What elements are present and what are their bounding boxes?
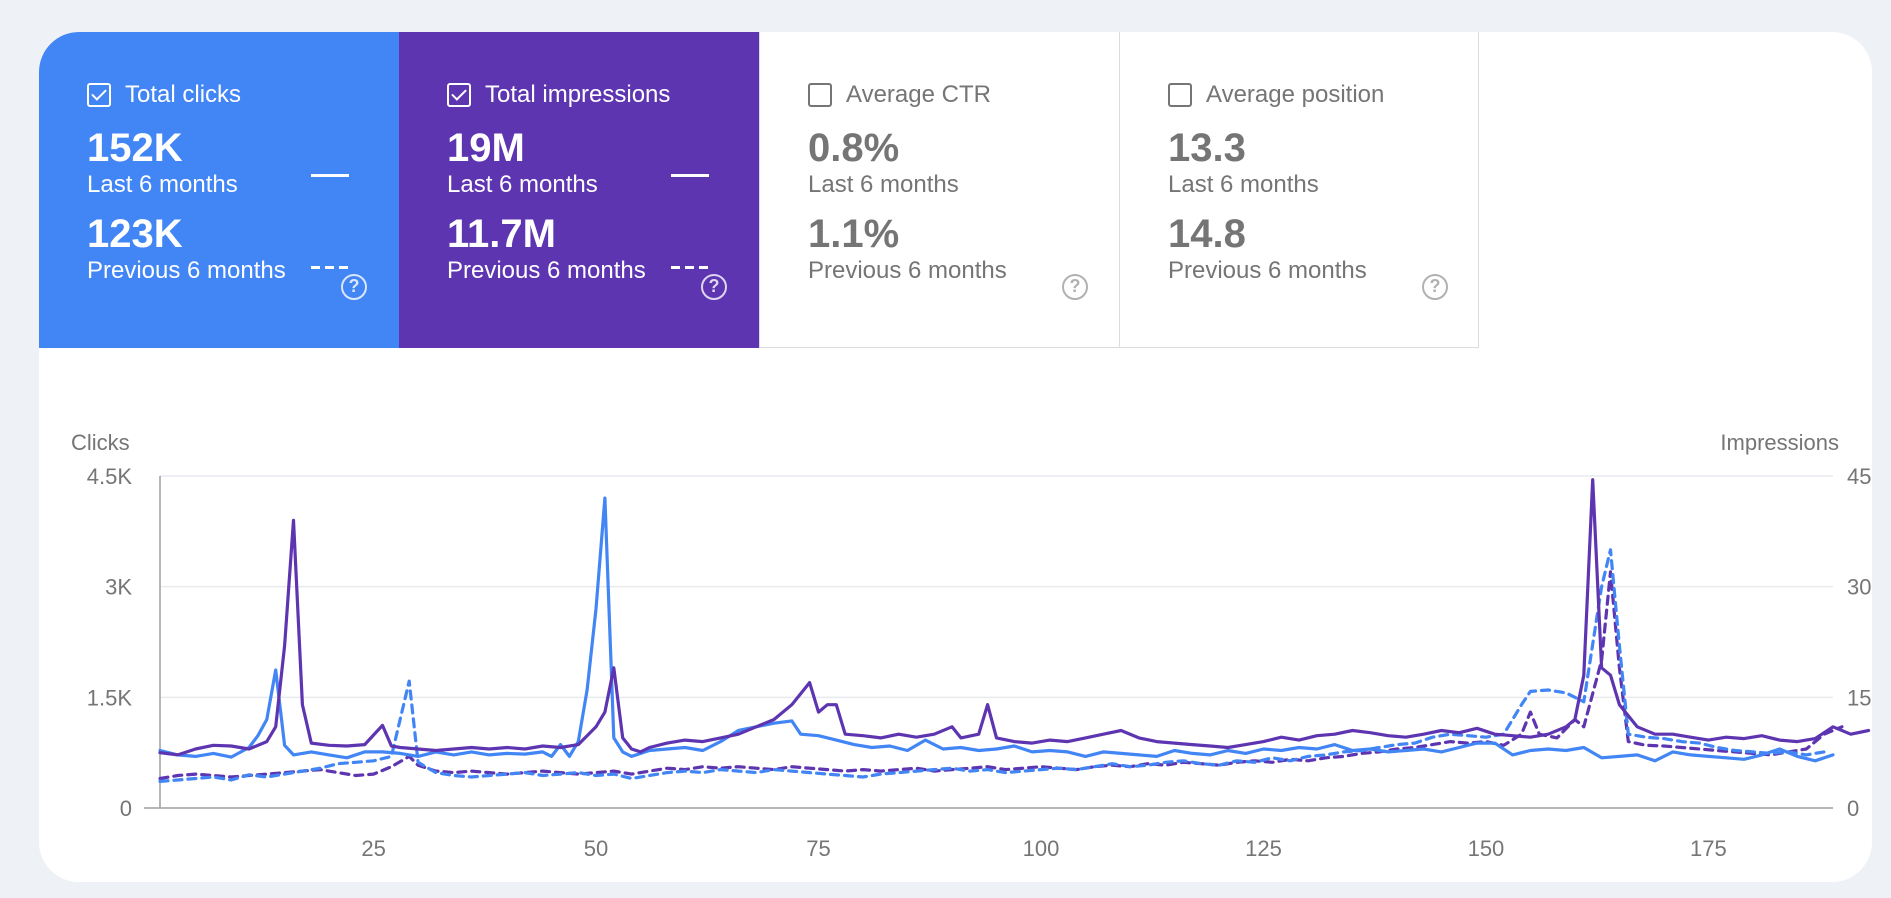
- current-label: Last 6 months: [1168, 171, 1319, 198]
- x-tick-label: 150: [1468, 836, 1505, 861]
- card-title: Average position: [1206, 81, 1385, 108]
- tick-labels: 0 1.5K 3K 4.5K 0 150K 300K 450K 25 50 75 100 125 150 1…: [87, 464, 1872, 861]
- card-header: Total impressions: [447, 80, 759, 110]
- total-clicks-checkbox[interactable]: [87, 83, 111, 107]
- series-line-impressions-previous-6-months: [158, 570, 1844, 781]
- performance-panel: Total clicks 152K Last 6 months 123K Pre…: [39, 32, 1872, 882]
- y-tick-label-left: 4.5K: [87, 464, 133, 489]
- current-label: Last 6 months: [808, 171, 959, 198]
- grid-lines: [160, 475, 1833, 699]
- current-label: Last 6 months: [87, 171, 238, 198]
- previous-value: 123K: [87, 212, 183, 256]
- series-line-clicks-last-6-months: [158, 496, 1835, 763]
- previous-label: Previous 6 months: [447, 257, 646, 284]
- previous-label: Previous 6 months: [87, 257, 286, 284]
- previous-label: Previous 6 months: [808, 257, 1007, 284]
- y-tick-label-left: 0: [120, 796, 132, 821]
- x-tick-label: 25: [361, 836, 385, 861]
- previous-label: Previous 6 months: [1168, 257, 1367, 284]
- card-title: Total clicks: [125, 81, 242, 108]
- y-axis-label-left: Clicks: [71, 430, 130, 455]
- help-icon[interactable]: ?: [1062, 274, 1088, 300]
- dashed-line-legend-icon: [311, 266, 349, 269]
- y-axis-label-right: Impressions: [1720, 430, 1839, 455]
- total-impressions-card[interactable]: Total impressions 19M Last 6 months 11.7…: [399, 32, 759, 348]
- card-header: Total clicks: [87, 80, 399, 110]
- current-value: 152K: [87, 126, 183, 170]
- help-icon[interactable]: ?: [1422, 274, 1448, 300]
- card-header: Average position: [1168, 80, 1478, 110]
- previous-value: 11.7M: [447, 212, 556, 256]
- previous-value: 14.8: [1168, 212, 1246, 256]
- dashed-line-legend-icon: [671, 266, 709, 269]
- card-title: Average CTR: [846, 81, 991, 108]
- x-tick-label: 100: [1023, 836, 1060, 861]
- solid-line-legend-icon: [671, 174, 709, 177]
- performance-chart: Clicks Impressions 0 1.5K 3K 4.5K 0 150K 300K 4…: [71, 430, 1872, 861]
- y-tick-label-right: 0: [1847, 796, 1859, 821]
- average-ctr-card[interactable]: Average CTR 0.8% Last 6 months 1.1% Prev…: [759, 32, 1119, 348]
- help-icon[interactable]: ?: [701, 274, 727, 300]
- average-position-checkbox[interactable]: [1168, 83, 1192, 107]
- y-tick-label-right: 300K: [1847, 575, 1872, 600]
- axes: [144, 476, 1833, 809]
- y-tick-label-left: 3K: [105, 575, 132, 600]
- current-value: 19M: [447, 126, 525, 170]
- current-value: 13.3: [1168, 126, 1246, 170]
- y-tick-label-right: 450K: [1847, 464, 1872, 489]
- total-clicks-card[interactable]: Total clicks 152K Last 6 months 123K Pre…: [39, 32, 399, 348]
- x-tick-label: 125: [1245, 836, 1282, 861]
- previous-value: 1.1%: [808, 212, 900, 256]
- card-title: Total impressions: [485, 81, 671, 108]
- current-value: 0.8%: [808, 126, 900, 170]
- y-tick-label-left: 1.5K: [87, 685, 133, 710]
- y-tick-label-right: 150K: [1847, 685, 1872, 710]
- series-line-clicks-previous-6-months: [158, 548, 1826, 783]
- x-tick-label: 50: [584, 836, 608, 861]
- metric-cards: Total clicks 152K Last 6 months 123K Pre…: [39, 32, 1479, 348]
- average-position-card[interactable]: Average position 13.3 Last 6 months 14.8…: [1119, 32, 1479, 348]
- x-tick-label: 175: [1690, 836, 1727, 861]
- average-ctr-checkbox[interactable]: [808, 83, 832, 107]
- series-line-impressions-last-6-months: [158, 478, 1871, 757]
- solid-line-legend-icon: [311, 174, 349, 177]
- x-tick-label: 75: [806, 836, 830, 861]
- series-lines: [158, 478, 1871, 783]
- card-header: Average CTR: [808, 80, 1119, 110]
- total-impressions-checkbox[interactable]: [447, 83, 471, 107]
- current-label: Last 6 months: [447, 171, 598, 198]
- help-icon[interactable]: ?: [341, 274, 367, 300]
